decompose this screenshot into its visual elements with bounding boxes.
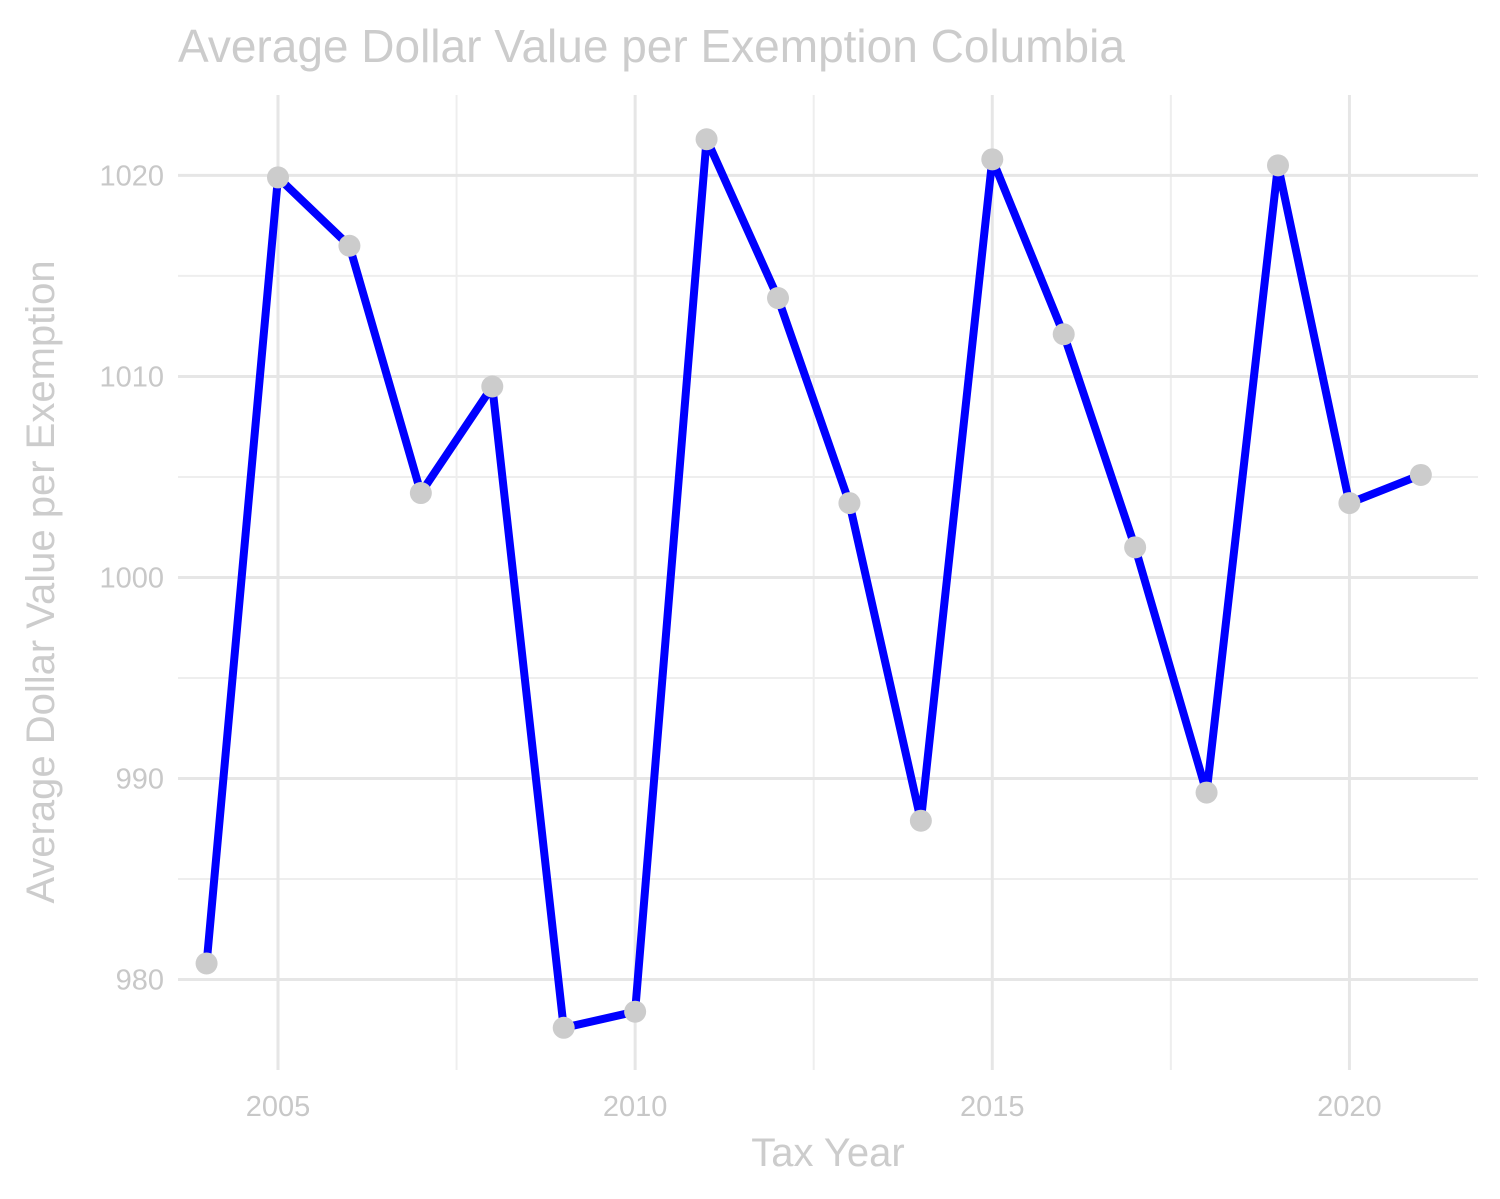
x-axis-title: Tax Year (751, 1131, 904, 1175)
x-tick-labels: 2005 2010 2015 2020 (246, 1091, 1382, 1123)
data-point (195, 952, 218, 975)
y-tick-labels: 980 990 1000 1010 1020 (99, 160, 164, 996)
data-point (338, 234, 361, 257)
data-point (695, 128, 718, 151)
data-point (1267, 154, 1289, 177)
x-tick-label: 2010 (603, 1091, 668, 1123)
data-point (267, 166, 289, 189)
y-tick-label: 1010 (99, 361, 164, 393)
y-tick-label: 990 (116, 764, 164, 796)
data-point (1409, 463, 1432, 486)
y-axis-title: Average Dollar Value per Exemption (19, 260, 63, 903)
data-point (767, 287, 789, 310)
data-point (909, 809, 932, 832)
data-point (838, 492, 861, 515)
data-point (552, 1016, 575, 1039)
data-point (624, 1000, 647, 1023)
x-tick-label: 2020 (1317, 1091, 1382, 1123)
data-point (1195, 781, 1218, 804)
data-point (1124, 536, 1147, 559)
y-tick-label: 980 (116, 965, 164, 997)
data-point (481, 375, 504, 398)
y-tick-label: 1020 (99, 160, 164, 192)
series-line (202, 135, 1425, 1032)
chart-title: Average Dollar Value per Exemption Colum… (178, 20, 1125, 72)
y-tick-label: 1000 (99, 562, 164, 594)
data-point (409, 482, 432, 505)
x-tick-label: 2015 (960, 1091, 1025, 1123)
data-point (981, 148, 1004, 171)
series-layer (195, 128, 1432, 1039)
data-point (1052, 323, 1075, 346)
x-tick-label: 2005 (246, 1091, 311, 1123)
data-point (1338, 492, 1361, 515)
grid (178, 95, 1478, 1070)
